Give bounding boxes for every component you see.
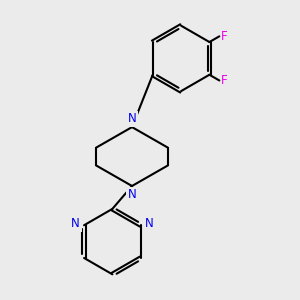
Text: N: N [145, 217, 153, 230]
Text: N: N [128, 112, 136, 125]
Text: N: N [71, 217, 80, 230]
Text: F: F [221, 30, 228, 43]
Text: F: F [221, 74, 228, 87]
Text: N: N [128, 188, 136, 201]
